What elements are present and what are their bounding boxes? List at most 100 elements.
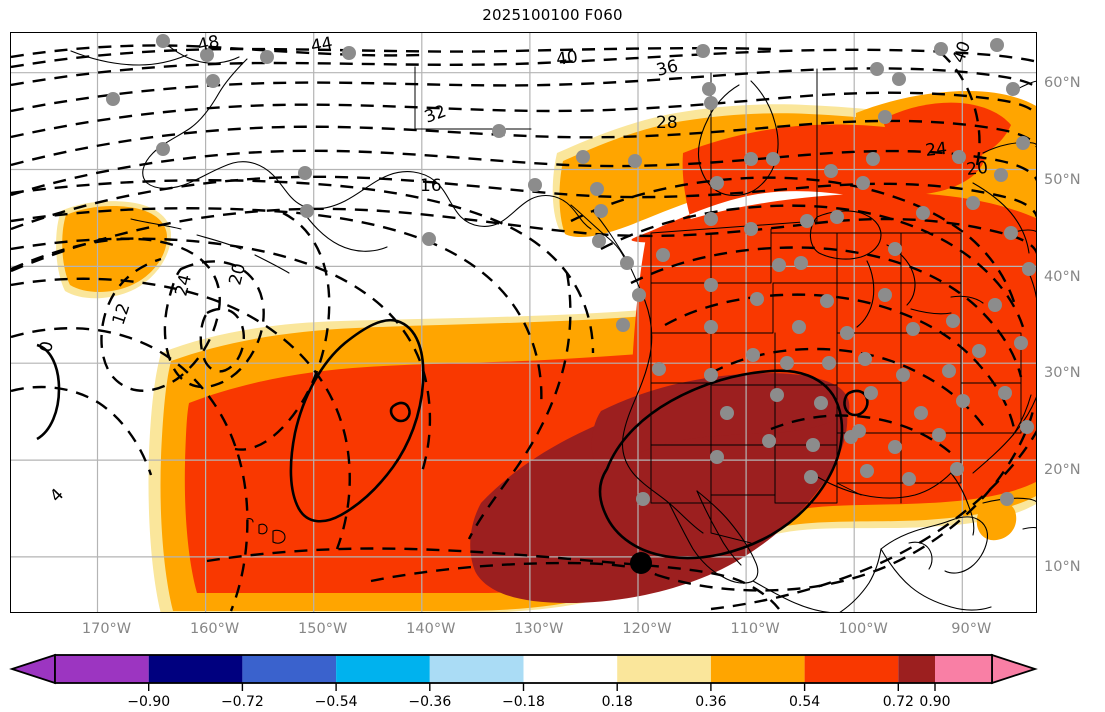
contour-dashed-16	[11, 179, 595, 354]
lat-label-20: 20°N	[1044, 462, 1081, 478]
station-dot	[998, 386, 1012, 400]
station-dot	[934, 42, 948, 56]
lon-label-130W: 130°W	[514, 621, 564, 637]
station-dot	[914, 406, 928, 420]
station-dot	[966, 196, 980, 210]
station-dot	[156, 142, 170, 156]
shading-band-0p72	[470, 384, 848, 603]
station-dot	[704, 96, 718, 110]
station-dot	[806, 438, 820, 452]
station-dot	[592, 234, 606, 248]
contour-dashed-44	[11, 48, 1036, 87]
lon-label-110W: 110°W	[730, 621, 780, 637]
contour-dashed-4	[11, 327, 249, 612]
station-dots-layer	[106, 34, 1036, 506]
coastline-hawaii-1	[258, 523, 268, 535]
contour-solid-left-edge	[36, 343, 61, 441]
station-dot	[492, 124, 506, 138]
station-dot	[652, 362, 666, 376]
gridlines	[11, 33, 1036, 612]
colorbar-segment	[710, 655, 805, 683]
map-panel[interactable]: 48 44 40 36 32 28 16 24 20 12 0 4 40 24 …	[10, 32, 1037, 613]
lon-label-150W: 150°W	[298, 621, 348, 637]
station-dot	[156, 34, 170, 48]
station-dot	[1020, 420, 1034, 434]
station-dot	[720, 406, 734, 420]
contour-dashed-east	[630, 246, 1023, 378]
station-dot	[794, 256, 808, 270]
contour-dashed-24	[11, 175, 1036, 231]
station-dot	[994, 168, 1008, 182]
lat-label-30: 30°N	[1044, 365, 1081, 381]
station-dot	[896, 368, 910, 382]
station-dot	[298, 166, 312, 180]
contour-dashed-20b	[11, 207, 1036, 273]
station-dot	[702, 82, 716, 96]
station-dot	[858, 352, 872, 366]
coastline-florida	[950, 472, 975, 536]
station-dot	[746, 348, 760, 362]
station-dot	[1014, 336, 1028, 350]
contour-solid-texas-small	[843, 389, 869, 417]
station-dot	[1016, 136, 1030, 150]
colorbar-segment	[429, 655, 524, 683]
contour-dashed-36	[11, 91, 1036, 139]
coastline-hawaii-3	[246, 518, 254, 523]
contour-dashed-se	[656, 410, 1035, 592]
contour-solid-mexico-closed	[598, 369, 844, 560]
coastline-greatlakes-erie	[910, 308, 952, 315]
storm-center-marker[interactable]	[630, 552, 652, 574]
contour-dashed-48	[11, 44, 422, 59]
station-dot	[744, 152, 758, 166]
station-dot	[616, 318, 630, 332]
station-dot	[866, 152, 880, 166]
station-dot	[656, 248, 670, 262]
station-dot	[762, 434, 776, 448]
map-canvas: 48 44 40 36 32 28 16 24 20 12 0 4 40 24 …	[11, 33, 1036, 612]
contour-dashed-16b	[11, 207, 543, 408]
dashed-contours-layer	[11, 44, 1036, 612]
coastline-hawaii-2	[272, 529, 286, 544]
contour-label: 20	[965, 158, 989, 180]
station-dot	[710, 176, 724, 190]
station-dot	[860, 464, 874, 478]
page-title: 2025100100 F060	[482, 6, 623, 24]
us-state-borders	[650, 228, 1022, 544]
station-dot	[1022, 262, 1036, 276]
colorbar-cap-high-body	[935, 655, 992, 683]
colorbar-tick-label: −0.18	[502, 694, 545, 710]
lat-label-60: 60°N	[1044, 75, 1081, 91]
station-dot	[942, 364, 956, 378]
colorbar-tick-label: −0.36	[408, 694, 452, 710]
station-dot	[696, 44, 710, 58]
colorbar-tick-label: −0.72	[220, 694, 264, 710]
station-dot	[878, 288, 892, 302]
station-dot	[106, 92, 120, 106]
colorbar[interactable]: −0.90 −0.72 −0.54 −0.36 −0.18 0.18 0.36 …	[0, 650, 1105, 712]
station-dot	[770, 388, 784, 402]
station-dot	[792, 320, 806, 334]
contour-label: 48	[196, 33, 221, 56]
station-dot	[916, 206, 930, 220]
contour-dashed-trough2	[370, 561, 658, 583]
contour-dashed-24-closed	[163, 260, 265, 389]
station-dot	[822, 356, 836, 370]
station-dot	[902, 472, 916, 486]
station-dot	[990, 38, 1004, 52]
contour-dashed-24-inner	[199, 307, 245, 373]
station-dot	[422, 232, 436, 246]
colorbar-segment	[523, 655, 618, 683]
coastline-midatlantic	[1012, 394, 1032, 436]
lon-label-90W: 90°W	[951, 621, 992, 637]
coastline-greatlakes-superior	[809, 210, 882, 260]
contour-label: 24	[924, 139, 948, 161]
station-dot	[972, 344, 986, 358]
station-dot	[780, 356, 794, 370]
colorbar-cap-low	[9, 653, 56, 685]
station-dot	[840, 326, 854, 340]
station-dot	[528, 178, 542, 192]
coastline-cuba	[982, 497, 1036, 504]
station-dot	[620, 256, 634, 270]
contour-label: 0	[36, 340, 58, 354]
